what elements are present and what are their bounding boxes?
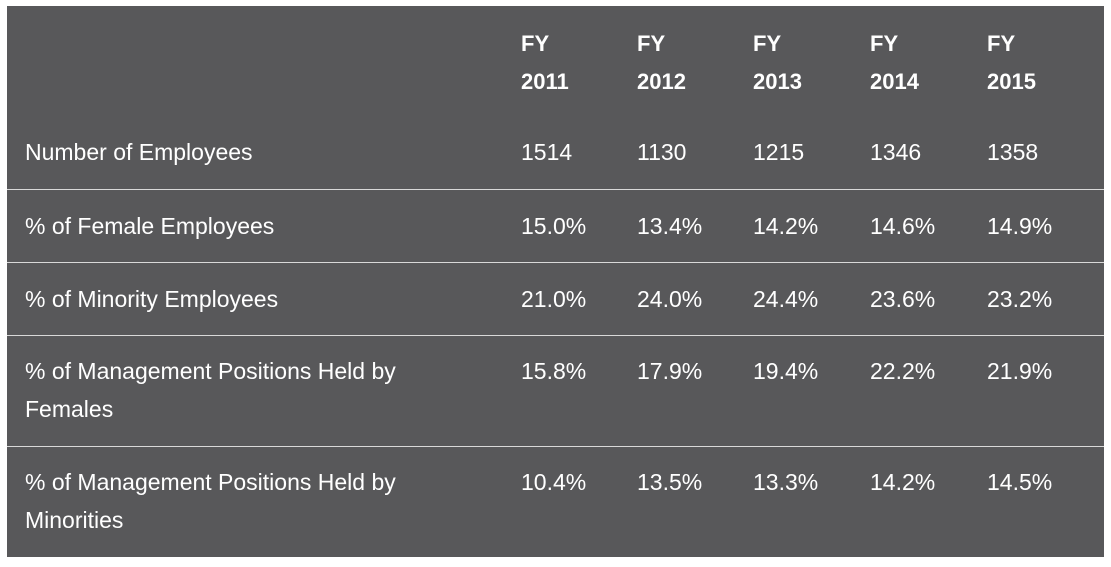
cell-fy2013: 1215 xyxy=(753,139,805,165)
cell-fy2012: 17.9% xyxy=(637,334,753,446)
cell-fy2015: 14.5% xyxy=(987,445,1104,557)
table-row-minority-employees: % of Minority Employees 21.0% 24.0% 24.4… xyxy=(7,261,1104,335)
employee-statistics-table: FY 2011 FY 2012 FY 2013 FY 2014 FY 201 xyxy=(7,6,1104,557)
cell-fy2013: 13.3% xyxy=(753,445,870,557)
header-prefix: FY xyxy=(870,31,899,56)
cell-fy2013: 24.4% xyxy=(753,261,870,335)
header-prefix: FY xyxy=(987,31,1016,56)
row-label: % of Minority Employees xyxy=(7,261,521,335)
table-header-row: FY 2011 FY 2012 FY 2013 FY 2014 FY 201 xyxy=(7,6,1104,116)
cell-fy2011: 1514 xyxy=(521,139,573,165)
cell-fy2014: 1346 xyxy=(870,139,922,165)
cell-fy2013: 14.2% xyxy=(753,188,870,262)
cell-fy2014: 22.2% xyxy=(870,334,987,446)
cell-fy2011: 10.4% xyxy=(521,445,637,557)
cell-fy2015: 23.2% xyxy=(987,261,1104,335)
header-cell-fy2011: FY 2011 xyxy=(521,6,637,116)
cell-fy2015: 1358 xyxy=(987,139,1039,165)
header-cell-fy2012: FY 2012 xyxy=(637,6,753,116)
employee-statistics-table-container: FY 2011 FY 2012 FY 2013 FY 2014 FY 201 xyxy=(7,6,1104,557)
header-cell-fy2013: FY 2013 xyxy=(753,6,870,116)
cell-fy2012: 24.0% xyxy=(637,261,753,335)
cell-fy2012: 1130 xyxy=(637,139,687,165)
cell-fy2014: 14.2% xyxy=(870,445,987,557)
cell-fy2012: 13.4% xyxy=(637,188,753,262)
cell-fy2011: 21.0% xyxy=(521,261,637,335)
cell-fy2011: 15.8% xyxy=(521,334,637,446)
row-label: % of Management Positions Held by Minori… xyxy=(7,445,521,557)
header-prefix: FY xyxy=(637,31,666,56)
table-row-number-of-employees: Number of Employees 1514 1130 1215 1346 … xyxy=(7,116,1104,189)
row-label: % of Management Positions Held by Female… xyxy=(7,334,521,446)
table-row-management-minorities: % of Management Positions Held by Minori… xyxy=(7,445,1104,557)
header-prefix: FY xyxy=(521,31,550,56)
header-prefix: FY xyxy=(753,31,782,56)
header-year: 2013 xyxy=(753,69,802,94)
header-cell-fy2015: FY 2015 xyxy=(987,6,1104,116)
cell-fy2013: 19.4% xyxy=(753,334,870,446)
cell-fy2012: 13.5% xyxy=(637,445,753,557)
header-year: 2012 xyxy=(637,69,686,94)
header-year: 2015 xyxy=(987,69,1036,94)
cell-fy2011: 15.0% xyxy=(521,188,637,262)
cell-fy2014: 23.6% xyxy=(870,261,987,335)
table-row-management-females: % of Management Positions Held by Female… xyxy=(7,334,1104,446)
header-cell-fy2014: FY 2014 xyxy=(870,6,987,116)
cell-fy2014: 14.6% xyxy=(870,188,987,262)
row-label: Number of Employees xyxy=(25,139,253,165)
header-empty-cell xyxy=(7,6,521,116)
cell-fy2015: 14.9% xyxy=(987,188,1104,262)
header-year: 2014 xyxy=(870,69,919,94)
header-year: 2011 xyxy=(521,69,569,94)
row-label: % of Female Employees xyxy=(7,188,521,262)
table-row-female-employees: % of Female Employees 15.0% 13.4% 14.2% … xyxy=(7,188,1104,262)
cell-fy2015: 21.9% xyxy=(987,334,1104,446)
